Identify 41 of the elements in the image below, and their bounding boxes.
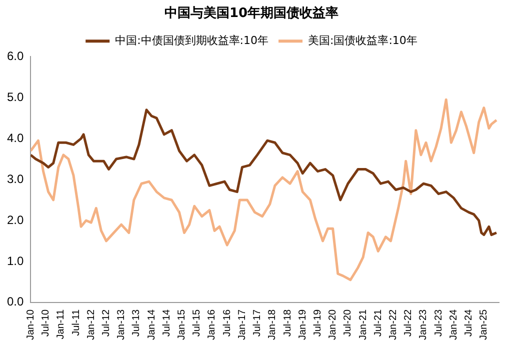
x-tick-label: Jan-18 (267, 308, 278, 340)
x-tick-label: Jul-19 (312, 309, 324, 337)
x-tick-label: Jul-17 (252, 309, 264, 337)
x-tick-label: Jan-20 (328, 308, 339, 340)
x-tick-label: Jul-12 (100, 309, 112, 337)
x-tick-label: Jan-12 (86, 308, 97, 340)
x-tick-label: Jan-10 (25, 308, 36, 340)
x-tick-label: Jan-16 (206, 308, 218, 340)
y-tick-label: 3.0 (6, 172, 24, 186)
y-tick-label: 1.0 (6, 254, 24, 268)
x-tick-label: Jul-20 (342, 309, 354, 337)
legend-label: 中国:中债国债到期收益率:10年 (115, 34, 269, 47)
chart-title: 中国与美国10年期国债收益率 (164, 5, 339, 22)
x-tick-label: Jan-25 (478, 308, 490, 340)
y-tick-label: 5.0 (6, 90, 24, 104)
legend-label: 美国:国债收益率:10年 (308, 34, 418, 47)
x-tick-label: Jan-11 (56, 308, 67, 340)
y-tick-label: 0.0 (6, 294, 24, 309)
x-tick-label: Jul-11 (70, 308, 82, 336)
x-tick-label: Jul-15 (192, 309, 203, 337)
x-tick-label: Jul-18 (282, 309, 294, 337)
x-tick-label: Jan-13 (116, 308, 128, 340)
x-tick-label: Jul-10 (40, 309, 52, 337)
y-tick-label: 2.0 (6, 212, 24, 227)
x-tick-label: Jan-22 (388, 308, 399, 340)
x-tick-label: Jan-14 (146, 308, 158, 340)
y-tick-label: 6.0 (6, 48, 24, 63)
x-tick-label: Jul-13 (131, 309, 142, 337)
x-tick-label: Jul-24 (464, 309, 475, 337)
x-tick-label: Jan-15 (176, 308, 188, 340)
x-tick-label: Jul-22 (403, 309, 414, 337)
x-tick-label: Jan-19 (297, 308, 308, 340)
x-tick-label: Jul-16 (222, 309, 233, 337)
x-tick-label: Jan-23 (418, 308, 430, 340)
x-tick-label: Jul-21 (372, 309, 384, 337)
x-tick-label: Jan-24 (448, 308, 460, 340)
x-tick-label: Jan-17 (236, 308, 248, 340)
x-tick-label: Jul-14 (161, 309, 172, 337)
y-tick-label: 4.0 (6, 130, 24, 145)
x-tick-label: Jul-23 (433, 309, 444, 337)
x-tick-label: Jan-21 (358, 308, 369, 340)
